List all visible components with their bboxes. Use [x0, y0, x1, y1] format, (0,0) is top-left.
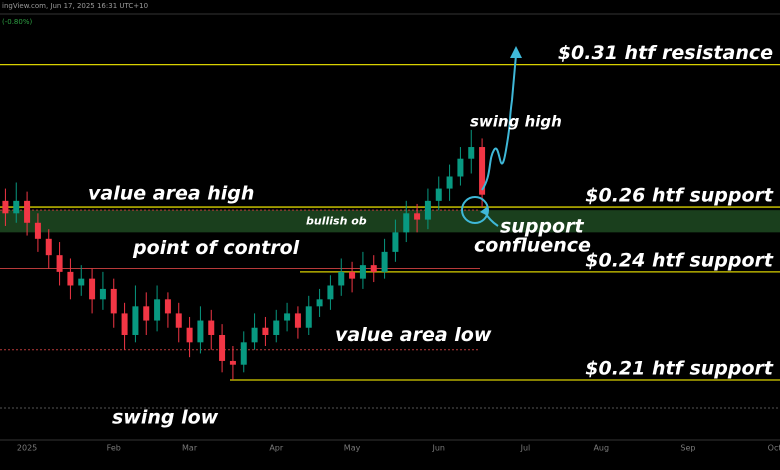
order-block	[0, 210, 780, 233]
plot: bullish ob value area high point of contro…	[0, 42, 780, 453]
candle-body	[273, 320, 280, 335]
level-label: $0.21 htf support	[585, 357, 774, 379]
projection-path	[481, 54, 517, 191]
candle-body	[468, 147, 475, 159]
candle-body	[186, 327, 193, 343]
candle-body	[403, 213, 410, 233]
candle-body	[219, 334, 226, 361]
candle-body	[294, 313, 301, 328]
candle-body	[381, 251, 388, 272]
candle-body	[34, 222, 41, 239]
candle-body	[78, 278, 85, 286]
x-tick-label: Mar	[182, 444, 198, 453]
x-tick-label: Jul	[520, 444, 531, 453]
x-tick-label: Feb	[107, 444, 121, 453]
candle-body	[424, 200, 431, 220]
candle-body	[251, 327, 258, 343]
x-tick-label: May	[344, 444, 361, 453]
candle-body	[197, 320, 204, 343]
order-block-label: bullish ob	[306, 214, 367, 227]
candle-body	[316, 299, 323, 307]
candle-body	[457, 158, 464, 177]
level-label: $0.24 htf support	[585, 249, 774, 271]
x-tick-label: Jun	[432, 444, 446, 453]
change: (-0.80%)	[2, 18, 32, 26]
x-tick-label: Sep	[680, 444, 695, 453]
candle-body	[370, 265, 377, 272]
x-tick-label: Aug	[593, 444, 609, 453]
candle-body	[132, 306, 139, 335]
header: ingView.com, Jun 17, 2025 16:31 UTC+10	[2, 2, 148, 10]
candle-body	[229, 360, 236, 365]
candle-body	[479, 147, 486, 195]
x-tick-label: Oct	[768, 444, 780, 453]
candle-body	[284, 313, 291, 321]
candle-body	[13, 200, 20, 214]
candle-body	[392, 232, 399, 252]
candle-body	[175, 313, 182, 328]
level-label: $0.31 htf resistance	[558, 42, 773, 64]
x-tick-label: 2025	[17, 444, 37, 453]
swing-high-label: swing high	[470, 113, 562, 131]
swing-low-label: swing low	[112, 407, 219, 429]
candle-body	[121, 313, 128, 335]
candle-body	[414, 213, 421, 220]
x-tick-label: Apr	[269, 444, 284, 453]
candle-body	[99, 288, 106, 300]
candle-body	[56, 255, 63, 272]
candle-body	[110, 288, 117, 314]
candle-body	[67, 271, 74, 286]
support-label: support	[500, 216, 584, 238]
candle-body	[305, 306, 312, 328]
level-label: $0.26 htf support	[585, 185, 774, 207]
confluence-label: confluence	[474, 235, 591, 257]
candle-body	[45, 238, 52, 256]
candle-body	[435, 188, 442, 201]
candle-body	[338, 271, 345, 286]
candles	[2, 129, 486, 380]
candle-body	[143, 306, 150, 321]
candle-body	[89, 278, 96, 300]
candle-body	[24, 200, 31, 223]
candle-body	[349, 271, 356, 279]
candle-body	[359, 265, 366, 279]
value-area-label: value area high	[88, 183, 254, 205]
candle-body	[2, 200, 9, 214]
projection-arrowhead	[510, 46, 522, 58]
candle-body	[154, 299, 161, 321]
candle-body	[262, 327, 269, 335]
candle-body	[446, 176, 453, 189]
candle-body	[208, 320, 215, 335]
value-area-label: point of control	[132, 237, 300, 259]
candle-body	[327, 285, 334, 300]
candle-body	[164, 299, 171, 314]
candle-body	[240, 342, 247, 365]
value-area-label: value area low	[335, 324, 492, 346]
pointer-head	[480, 206, 488, 216]
